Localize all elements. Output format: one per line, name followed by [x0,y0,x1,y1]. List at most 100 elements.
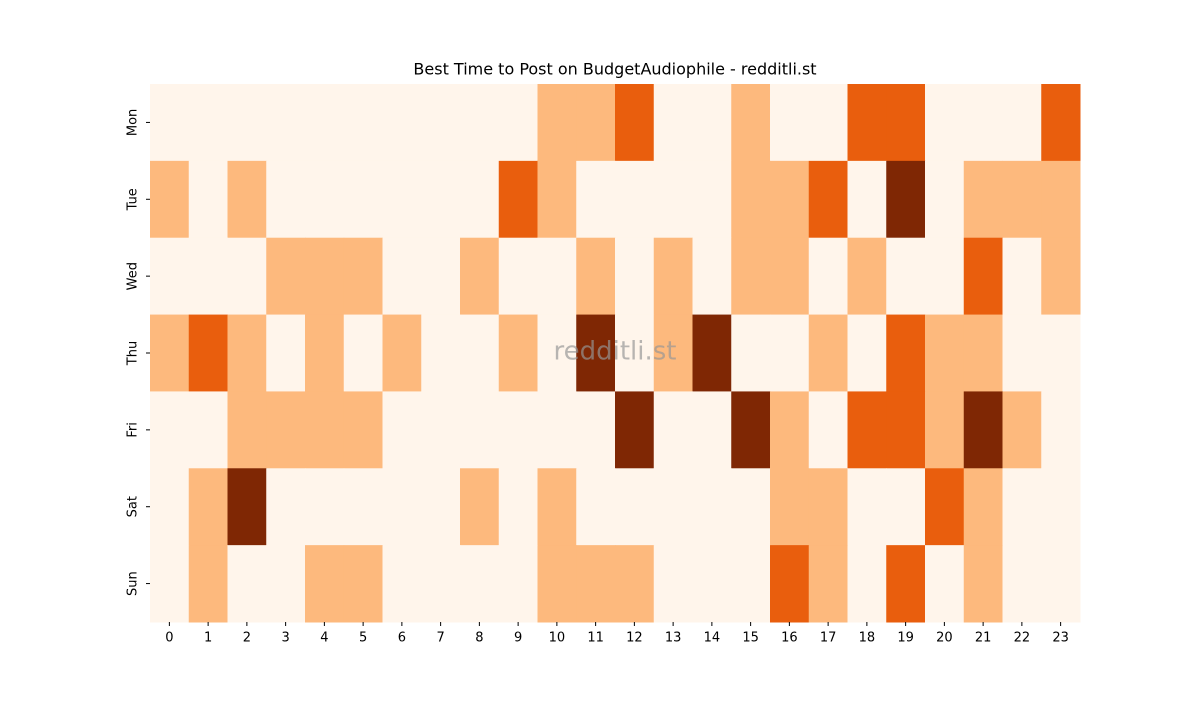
heatmap-cell [808,545,848,623]
heatmap-cell [150,84,190,162]
heatmap-cell [150,545,190,623]
heatmap-cell [847,84,887,162]
heatmap-cell [847,160,887,239]
heatmap-cell [963,391,1003,469]
x-tick-label: 6 [398,631,406,646]
chart-title: Best Time to Post on BudgetAudiophile - … [413,60,816,79]
heatmap-cell [382,468,422,546]
x-tick-label: 5 [359,631,367,646]
heatmap-cell [576,160,616,239]
x-tick-label: 2 [243,631,251,646]
x-tick-label: 17 [820,631,837,646]
heatmap-cell [1002,545,1042,623]
heatmap-cell [421,545,461,623]
heatmap-cell [498,160,538,239]
heatmap-cell [266,468,306,546]
y-tick-label: Thu [126,341,141,366]
heatmap-cell [188,237,228,316]
x-tick-label: 4 [320,631,328,646]
heatmap-cell [227,84,267,162]
x-tick-label: 11 [587,631,604,646]
heatmap-cell [537,314,577,392]
x-tick-label: 23 [1052,631,1069,646]
heatmap-cell [305,84,345,162]
x-tick-label: 20 [936,631,953,646]
heatmap-cell [615,237,655,316]
y-tick-label: Sun [126,571,141,596]
heatmap-cell [615,314,655,392]
heatmap-cell [537,391,577,469]
heatmap-cell [150,468,190,546]
x-tick-label: 8 [475,631,483,646]
heatmap-cell [305,160,345,239]
heatmap-cell [382,314,422,392]
heatmap-cell [925,468,965,546]
x-tick-label: 9 [514,631,522,646]
heatmap-cell [770,545,810,623]
heatmap-cell [576,545,616,623]
heatmap-cell [150,160,190,239]
x-tick-label: 15 [742,631,759,646]
heatmap-cell [421,314,461,392]
heatmap-cell [692,160,732,239]
heatmap-cell [421,237,461,316]
heatmap-cell [770,84,810,162]
heatmap-cell [1041,84,1081,162]
heatmap-cell [692,314,732,392]
heatmap-cell [886,314,926,392]
heatmap-cell [343,545,383,623]
heatmap-cell [886,237,926,316]
heatmap-cell [1002,468,1042,546]
heatmap-cell [615,84,655,162]
heatmap-cell [770,237,810,316]
heatmap-cell [421,160,461,239]
heatmap-cell [460,545,500,623]
heatmap-cell [576,84,616,162]
heatmap-cell [963,160,1003,239]
y-tick-label: Mon [126,109,141,136]
heatmap-cell [1041,314,1081,392]
heatmap-cell [808,160,848,239]
heatmap-cell [1002,391,1042,469]
heatmap-cell [1041,468,1081,546]
heatmap-cell [808,391,848,469]
heatmap-cell [227,468,267,546]
heatmap-cell [925,391,965,469]
heatmap-cell [1041,391,1081,469]
heatmap-cell [653,84,693,162]
heatmap-cell [653,160,693,239]
heatmap-cell [498,391,538,469]
heatmap-cell [498,84,538,162]
x-tick-label: 10 [549,631,566,646]
heatmap-cell [460,391,500,469]
heatmap-cell [886,391,926,469]
heatmap-cell [615,160,655,239]
heatmap-cell [343,314,383,392]
heatmap-cell [305,545,345,623]
heatmap-cell [382,391,422,469]
heatmap-cell [266,160,306,239]
heatmap-cell [382,545,422,623]
heatmap-cell [847,314,887,392]
heatmap-cell [808,237,848,316]
heatmap-cell [576,391,616,469]
heatmap-cell [421,84,461,162]
heatmap-cell [576,468,616,546]
heatmap-cell [963,468,1003,546]
heatmap-cell [150,391,190,469]
heatmap-cell [498,545,538,623]
heatmap-cell [227,314,267,392]
x-tick-label: 1 [204,631,212,646]
heatmap-cell [692,237,732,316]
x-tick-label: 14 [704,631,721,646]
heatmap-cell [188,84,228,162]
heatmap-cell [382,237,422,316]
heatmap-cell [537,545,577,623]
heatmap-cell [537,237,577,316]
heatmap-cell [460,84,500,162]
heatmap-cell [537,160,577,239]
x-tick-label: 18 [859,631,876,646]
heatmap-cell [1002,160,1042,239]
heatmap-cell [808,314,848,392]
x-tick-label: 16 [781,631,798,646]
